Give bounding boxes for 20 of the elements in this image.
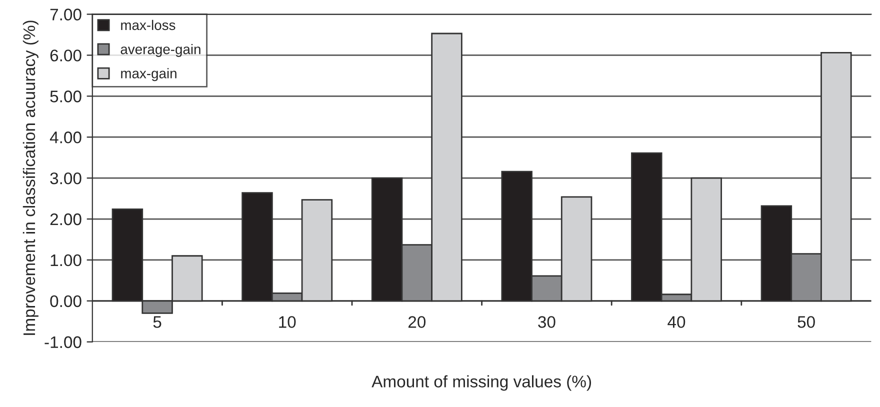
- y-tick-label: 7.00: [50, 8, 82, 20]
- x-axis-title: Amount of missing values (%): [372, 375, 591, 391]
- x-tick-label: 5: [153, 316, 162, 328]
- y-tick-label: 6.00: [50, 50, 82, 62]
- y-tick-label: 4.00: [50, 132, 82, 144]
- x-tick-label: 20: [408, 316, 426, 328]
- y-tick-label: 2.00: [50, 213, 82, 226]
- legend-label: max-loss: [121, 20, 176, 30]
- x-tick-label: 30: [538, 316, 556, 328]
- y-tick-label: 5.00: [50, 90, 82, 102]
- x-tick-label: 10: [279, 316, 296, 328]
- y-tick-label: 0.00: [50, 295, 82, 308]
- x-tick-label: 50: [798, 316, 815, 328]
- y-tick-label: -1.00: [44, 336, 82, 348]
- y-tick-label: 3.00: [50, 172, 82, 184]
- y-axis-title: Improvement in classification acuuracy (%): [22, 20, 38, 335]
- x-tick-label: 40: [668, 316, 686, 328]
- legend-label: max-gain: [121, 68, 176, 82]
- y-tick-label: 1.00: [50, 254, 82, 266]
- legend-label: average-gain: [120, 44, 200, 57]
